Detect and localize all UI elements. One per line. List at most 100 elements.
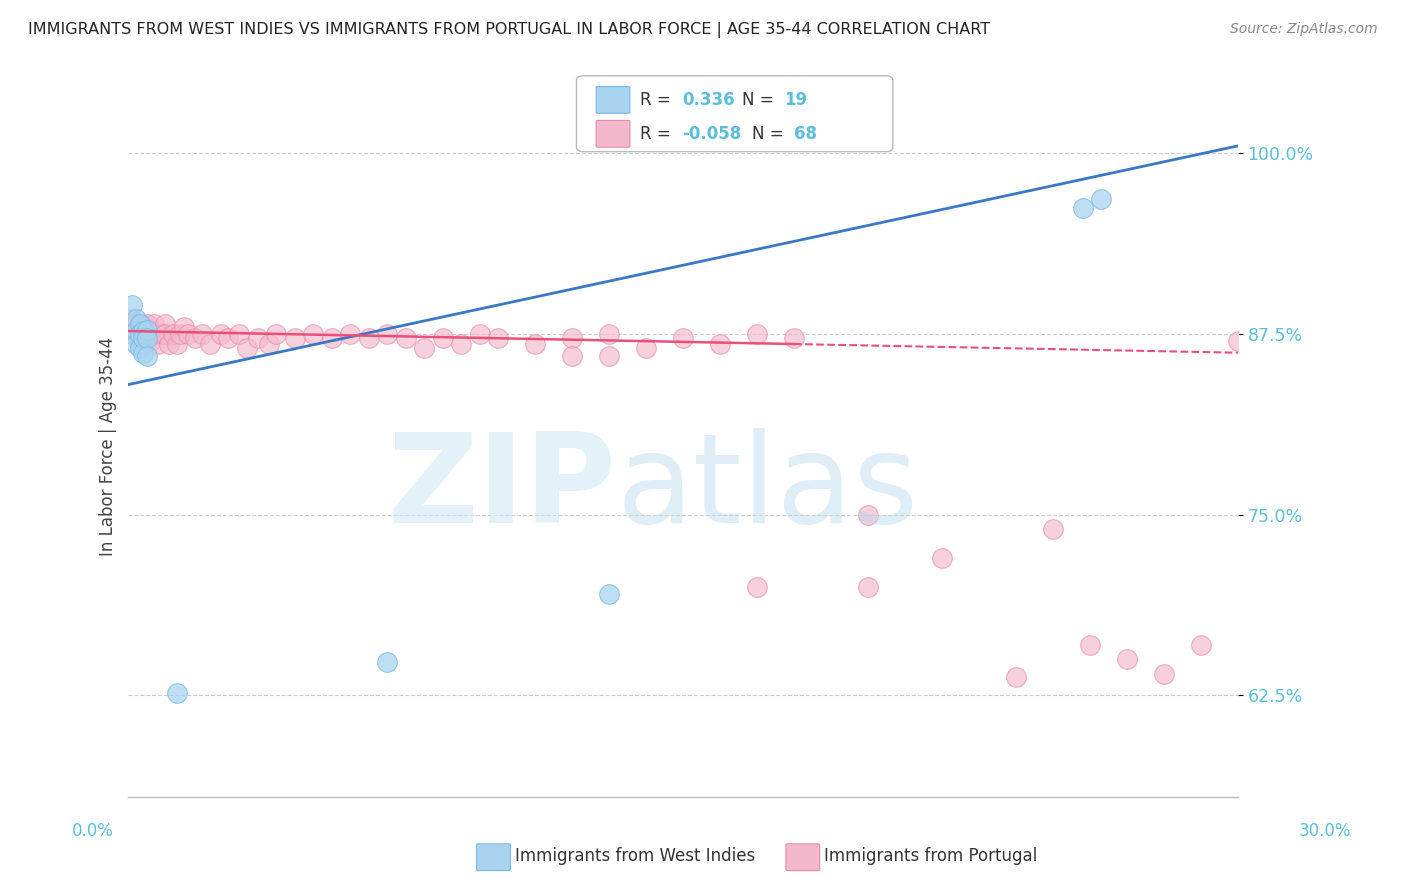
Point bbox=[524, 337, 547, 351]
Point bbox=[709, 337, 731, 351]
Text: -0.058: -0.058 bbox=[682, 125, 741, 143]
Point bbox=[745, 580, 768, 594]
Text: R =: R = bbox=[640, 91, 671, 109]
Point bbox=[302, 326, 325, 341]
Point bbox=[139, 334, 162, 348]
Point bbox=[450, 337, 472, 351]
Point bbox=[1042, 522, 1064, 536]
Point bbox=[173, 319, 195, 334]
Point bbox=[1005, 670, 1028, 684]
Point bbox=[209, 326, 232, 341]
Point bbox=[1153, 666, 1175, 681]
Point bbox=[125, 317, 148, 331]
Point bbox=[395, 331, 418, 345]
Text: 68: 68 bbox=[794, 125, 817, 143]
Point bbox=[228, 326, 250, 341]
Point bbox=[155, 326, 177, 341]
Point bbox=[184, 331, 207, 345]
Point bbox=[136, 349, 159, 363]
Point bbox=[931, 551, 953, 566]
Point bbox=[132, 331, 155, 345]
Point bbox=[166, 337, 188, 351]
Point bbox=[636, 342, 658, 356]
Point bbox=[856, 508, 879, 522]
Point bbox=[132, 331, 155, 345]
Point bbox=[139, 322, 162, 336]
Point bbox=[1078, 638, 1101, 652]
Point bbox=[132, 345, 155, 359]
Point bbox=[321, 331, 343, 345]
Point bbox=[128, 317, 150, 331]
Point bbox=[121, 312, 143, 326]
Point bbox=[157, 337, 180, 351]
Point bbox=[468, 326, 491, 341]
Point bbox=[143, 317, 166, 331]
Point bbox=[257, 337, 280, 351]
Point bbox=[1090, 193, 1112, 207]
Point bbox=[121, 298, 143, 312]
Point bbox=[198, 337, 221, 351]
Point bbox=[121, 326, 143, 341]
Text: 30.0%: 30.0% bbox=[1298, 822, 1351, 840]
Point bbox=[146, 337, 169, 351]
Text: 19: 19 bbox=[785, 91, 807, 109]
Point bbox=[246, 331, 269, 345]
Text: N =: N = bbox=[742, 91, 773, 109]
Point bbox=[162, 326, 184, 341]
Point bbox=[128, 337, 150, 351]
Point bbox=[125, 337, 148, 351]
Text: 0.0%: 0.0% bbox=[72, 822, 114, 840]
Point bbox=[598, 587, 620, 601]
Point bbox=[121, 322, 143, 336]
Point bbox=[169, 326, 191, 341]
Text: atlas: atlas bbox=[617, 427, 918, 549]
Point bbox=[375, 326, 398, 341]
Point bbox=[745, 326, 768, 341]
Point bbox=[136, 331, 159, 345]
Point bbox=[217, 331, 239, 345]
Text: N =: N = bbox=[752, 125, 783, 143]
Point bbox=[125, 326, 148, 341]
Point bbox=[166, 685, 188, 699]
Point bbox=[1226, 334, 1249, 348]
Point bbox=[375, 655, 398, 669]
Point bbox=[598, 349, 620, 363]
Point bbox=[284, 331, 307, 345]
Point bbox=[136, 317, 159, 331]
Point bbox=[561, 349, 583, 363]
Text: Source: ZipAtlas.com: Source: ZipAtlas.com bbox=[1230, 22, 1378, 37]
Point bbox=[1115, 652, 1137, 666]
Point bbox=[132, 319, 155, 334]
Point bbox=[486, 331, 509, 345]
Point bbox=[672, 331, 695, 345]
Point bbox=[236, 342, 259, 356]
Point bbox=[136, 322, 159, 336]
Point bbox=[150, 326, 173, 341]
Point bbox=[132, 324, 155, 338]
Point bbox=[1071, 201, 1094, 215]
Text: IMMIGRANTS FROM WEST INDIES VS IMMIGRANTS FROM PORTUGAL IN LABOR FORCE | AGE 35-: IMMIGRANTS FROM WEST INDIES VS IMMIGRANT… bbox=[28, 22, 990, 38]
Point bbox=[155, 317, 177, 331]
Point bbox=[432, 331, 454, 345]
Point bbox=[357, 331, 380, 345]
Point bbox=[561, 331, 583, 345]
Point bbox=[191, 326, 214, 341]
Point bbox=[1189, 638, 1212, 652]
Point bbox=[128, 326, 150, 341]
Point bbox=[125, 312, 148, 326]
Text: Immigrants from West Indies: Immigrants from West Indies bbox=[515, 847, 755, 865]
Point bbox=[598, 326, 620, 341]
Y-axis label: In Labor Force | Age 35-44: In Labor Force | Age 35-44 bbox=[100, 336, 117, 556]
Text: Immigrants from Portugal: Immigrants from Portugal bbox=[824, 847, 1038, 865]
Point bbox=[125, 324, 148, 338]
Point bbox=[266, 326, 288, 341]
Point bbox=[856, 580, 879, 594]
Point bbox=[176, 326, 198, 341]
Point bbox=[339, 326, 361, 341]
Point bbox=[143, 326, 166, 341]
Text: R =: R = bbox=[640, 125, 671, 143]
Point bbox=[128, 326, 150, 341]
Point bbox=[413, 342, 436, 356]
Point bbox=[783, 331, 806, 345]
Text: ZIP: ZIP bbox=[388, 427, 617, 549]
